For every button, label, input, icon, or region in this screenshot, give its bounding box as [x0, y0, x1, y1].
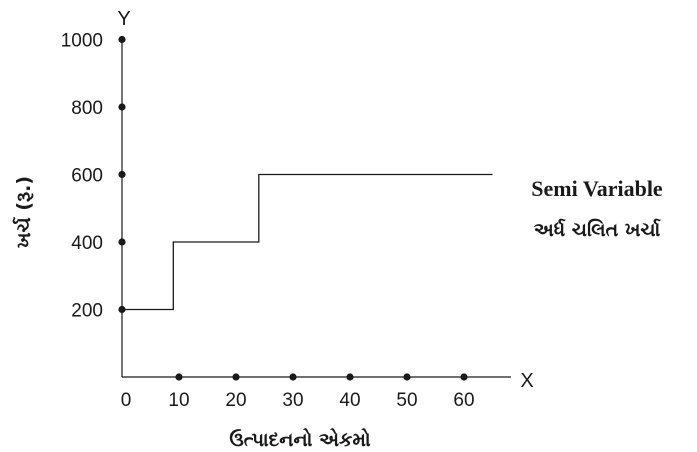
x-tick-label: 40 [339, 390, 360, 411]
series [122, 173, 493, 311]
x-axis-letter: X [520, 370, 533, 392]
x-axis-label: ઉત્પાદનનો એકમો [229, 428, 370, 451]
x-tick-dot [232, 373, 240, 381]
x-tick-dot [346, 373, 354, 381]
series-label-english: Semi Variable [531, 176, 663, 201]
y-tick-label: 400 [71, 233, 103, 254]
x-tick-dot [460, 373, 468, 381]
x-tick-dot [289, 373, 297, 381]
y-axis-label: ખર્ચ (રૂ.) [12, 176, 35, 248]
y-tick-label: 600 [71, 166, 103, 187]
series-line [122, 173, 493, 311]
y-tick-label: 200 [71, 301, 103, 322]
y-tick-dot [118, 170, 126, 179]
x-tick-label: 0 [121, 390, 132, 411]
y-tick-dot [118, 238, 126, 246]
ticks: 200 400 600 800 1000 0 10 20 30 40 50 60 [61, 31, 475, 412]
x-tick-label: 50 [396, 390, 417, 411]
y-axis-letter: Y [117, 8, 130, 30]
x-tick-label: 10 [168, 390, 189, 411]
series-label-gujarati: અર્ધ ચલિત ખર્ચા [534, 218, 662, 241]
x-tick-dot [175, 373, 183, 381]
y-tick-label: 800 [71, 98, 103, 119]
x-tick-label: 30 [282, 390, 303, 411]
axes [121, 36, 511, 378]
y-tick-label: 1000 [61, 31, 103, 52]
x-tick-label: 20 [225, 390, 246, 411]
x-tick-label: 60 [453, 390, 474, 411]
x-tick-dot [403, 373, 411, 381]
y-tick-dot [118, 103, 126, 111]
y-tick-dot [118, 35, 126, 44]
